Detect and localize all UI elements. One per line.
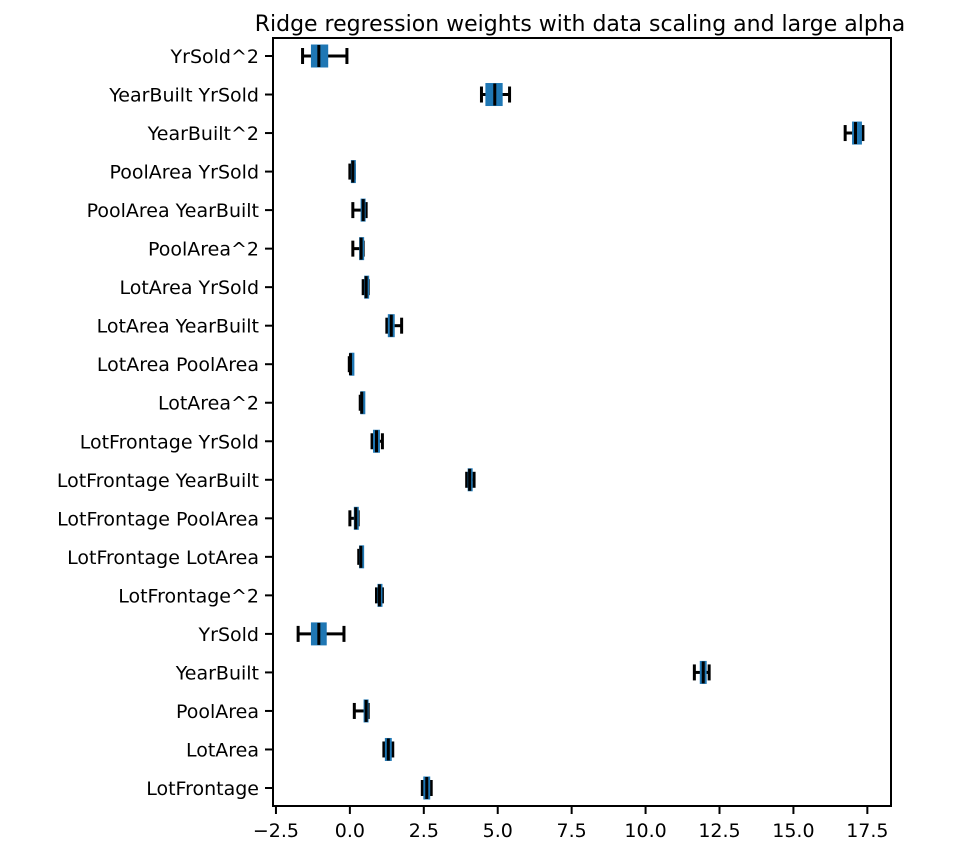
y-tick-label: YearBuilt^2 [147, 123, 259, 145]
y-tick-label: LotFrontage [146, 778, 259, 800]
y-tick-label: LotFrontage YearBuilt [57, 470, 259, 492]
y-tick-label: LotFrontage YrSold [80, 431, 259, 453]
y-tick-label: LotFrontage LotArea [67, 547, 259, 569]
plot-area: YrSold^2 YearBuilt YrSold YearBuilt^2 PoolA… [57, 44, 889, 842]
y-tick-label: PoolArea [176, 701, 259, 723]
y-tick-label: PoolArea YearBuilt [87, 200, 259, 222]
x-tick-label: 12.5 [698, 820, 740, 842]
x-tick-label: 5.0 [483, 820, 513, 842]
y-tick-label: YearBuilt YrSold [108, 85, 259, 107]
x-tick-label: −2.5 [253, 820, 299, 842]
y-tick-label: LotArea PoolArea [97, 354, 259, 376]
y-tick-label: LotArea YearBuilt [97, 316, 259, 338]
y-tick-label: YrSold^2 [170, 46, 259, 68]
y-tick-label: YearBuilt [175, 662, 259, 684]
y-tick-label: LotArea^2 [158, 393, 259, 415]
x-tick-label: 2.5 [409, 820, 439, 842]
y-tick-label: PoolArea YrSold [109, 162, 259, 184]
x-tick-label: 15.0 [772, 820, 814, 842]
x-tick-label: 0.0 [335, 820, 365, 842]
y-tick-label: PoolArea^2 [148, 239, 259, 261]
y-tick-label: YrSold [198, 624, 259, 646]
y-tick-label: LotFrontage^2 [118, 585, 259, 607]
x-tick-label: 10.0 [624, 820, 666, 842]
x-tick-label: 7.5 [557, 820, 587, 842]
chart-title: Ridge regression weights with data scali… [255, 12, 906, 37]
y-tick-label: LotArea YrSold [119, 277, 259, 299]
y-tick-label: LotArea [186, 739, 259, 761]
y-tick-label: LotFrontage PoolArea [57, 508, 259, 530]
axes-frame [272, 37, 892, 807]
x-tick-label: 17.5 [846, 820, 888, 842]
